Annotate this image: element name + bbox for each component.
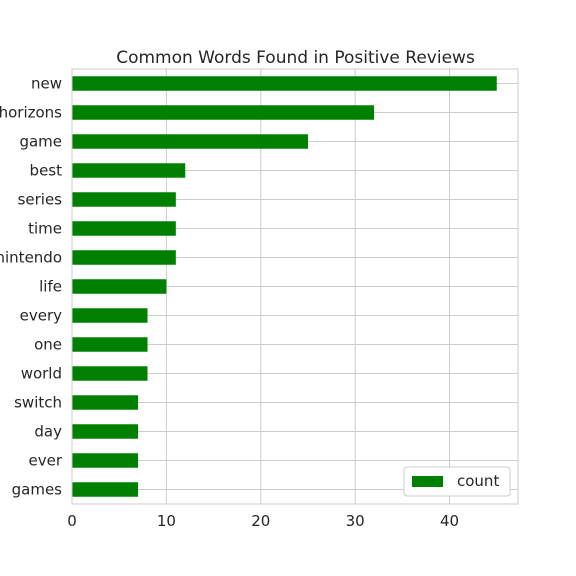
y-tick-label: day (34, 423, 62, 441)
bar-world (72, 366, 148, 381)
x-tick-label: 30 (346, 512, 365, 530)
chart-title: Common Words Found in Positive Reviews (116, 48, 475, 68)
y-tick-label: one (34, 336, 62, 354)
bar-new (72, 76, 497, 91)
bar-life (72, 279, 167, 294)
y-tick-label: switch (14, 394, 62, 412)
x-axis-tick-labels: 0 10 20 30 40 (67, 512, 459, 530)
y-tick-label: series (18, 191, 63, 209)
y-tick-label: world (21, 365, 62, 383)
bars (72, 76, 497, 497)
y-tick-label: life (39, 278, 62, 296)
bar-series (72, 192, 176, 207)
legend-swatch-count (412, 476, 443, 487)
bar-one (72, 337, 148, 352)
bar-game (72, 134, 308, 149)
bar-best (72, 163, 186, 178)
x-tick-label: 0 (67, 512, 77, 530)
legend-label-count: count (457, 472, 499, 490)
legend: count (403, 466, 511, 497)
bar-time (72, 221, 176, 236)
x-tick-label: 20 (251, 512, 270, 530)
bar-ever (72, 453, 139, 468)
bar-switch (72, 395, 139, 410)
bar-horizons (72, 105, 375, 120)
plot-frame (71, 68, 519, 505)
y-tick-label: game (19, 133, 62, 151)
bar-games (72, 482, 139, 497)
y-tick-label: games (12, 481, 63, 499)
y-tick-label: horizons (0, 104, 62, 122)
y-tick-label: time (28, 220, 62, 238)
x-tick-label: 40 (440, 512, 459, 530)
bar-nintendo (72, 250, 176, 265)
y-axis-tick-labels: new horizons game best series time nintendo lif… (0, 75, 63, 499)
y-tick-label: nintendo (0, 249, 62, 267)
y-tick-label: ever (28, 452, 62, 470)
y-tick-label: new (31, 75, 62, 93)
bar-every (72, 308, 148, 323)
bar-day (72, 424, 139, 439)
y-tick-label: best (30, 162, 63, 180)
x-tick-label: 10 (157, 512, 176, 530)
y-tick-label: every (20, 307, 63, 325)
legend-box (403, 466, 511, 497)
